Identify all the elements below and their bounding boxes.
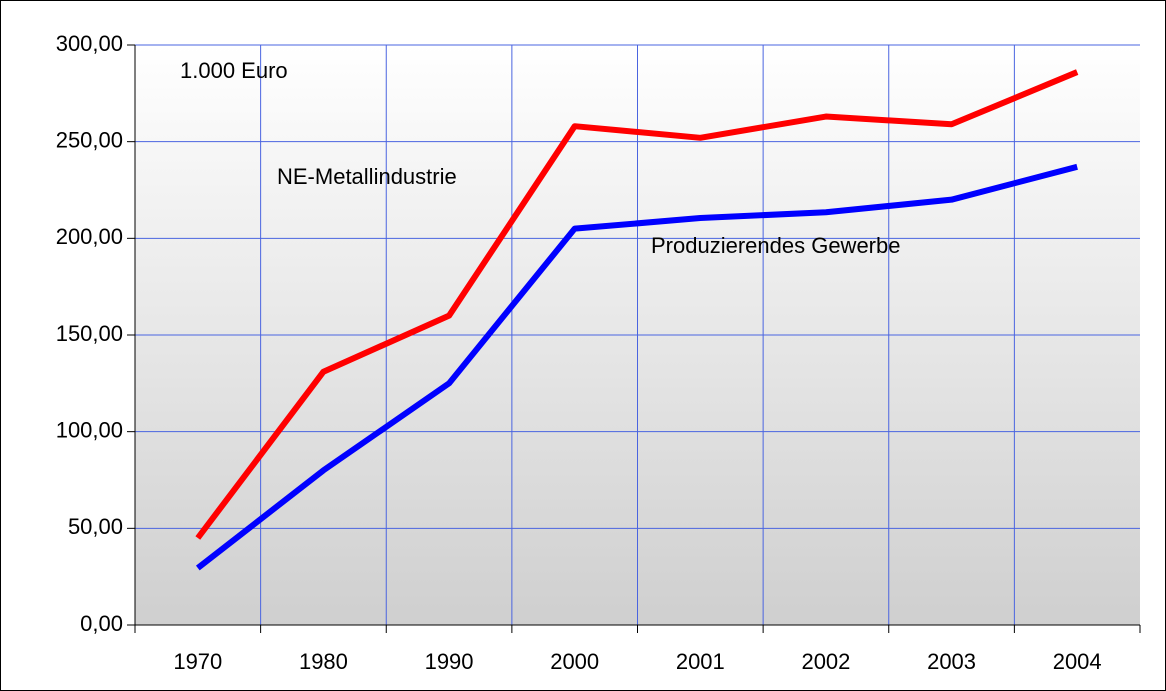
x-tick-label: 1970 [173,649,222,674]
series-label: Produzierendes Gewerbe [651,233,900,258]
grid: 0,00 50,00 100,00 150,00 200,00 250,00 300,00 1… [56,31,1141,674]
y-tick-label: 50,00 [68,514,123,539]
y-tick-label: 150,00 [56,321,123,346]
x-tick-label: 1980 [299,649,348,674]
x-tick-label: 1990 [425,649,474,674]
y-tick-label: 100,00 [56,417,123,442]
series-line [195,163,1078,571]
x-tick-label: 2002 [801,649,850,674]
x-tick-label: 2003 [927,649,976,674]
lines [195,69,1079,571]
series-label: NE-Metallindustrie [277,164,457,189]
y-tick-label: 200,00 [56,224,123,249]
x-tick-label: 2001 [676,649,725,674]
y-tick-label: 0,00 [80,611,123,636]
x-tick-label: 2000 [550,649,599,674]
y-tick-label: 250,00 [56,127,123,152]
series-line [195,69,1079,540]
unit-annotation: 1.000 Euro [180,58,288,83]
x-tick-label: 2004 [1053,649,1102,674]
y-tick-label: 300,00 [56,31,123,56]
